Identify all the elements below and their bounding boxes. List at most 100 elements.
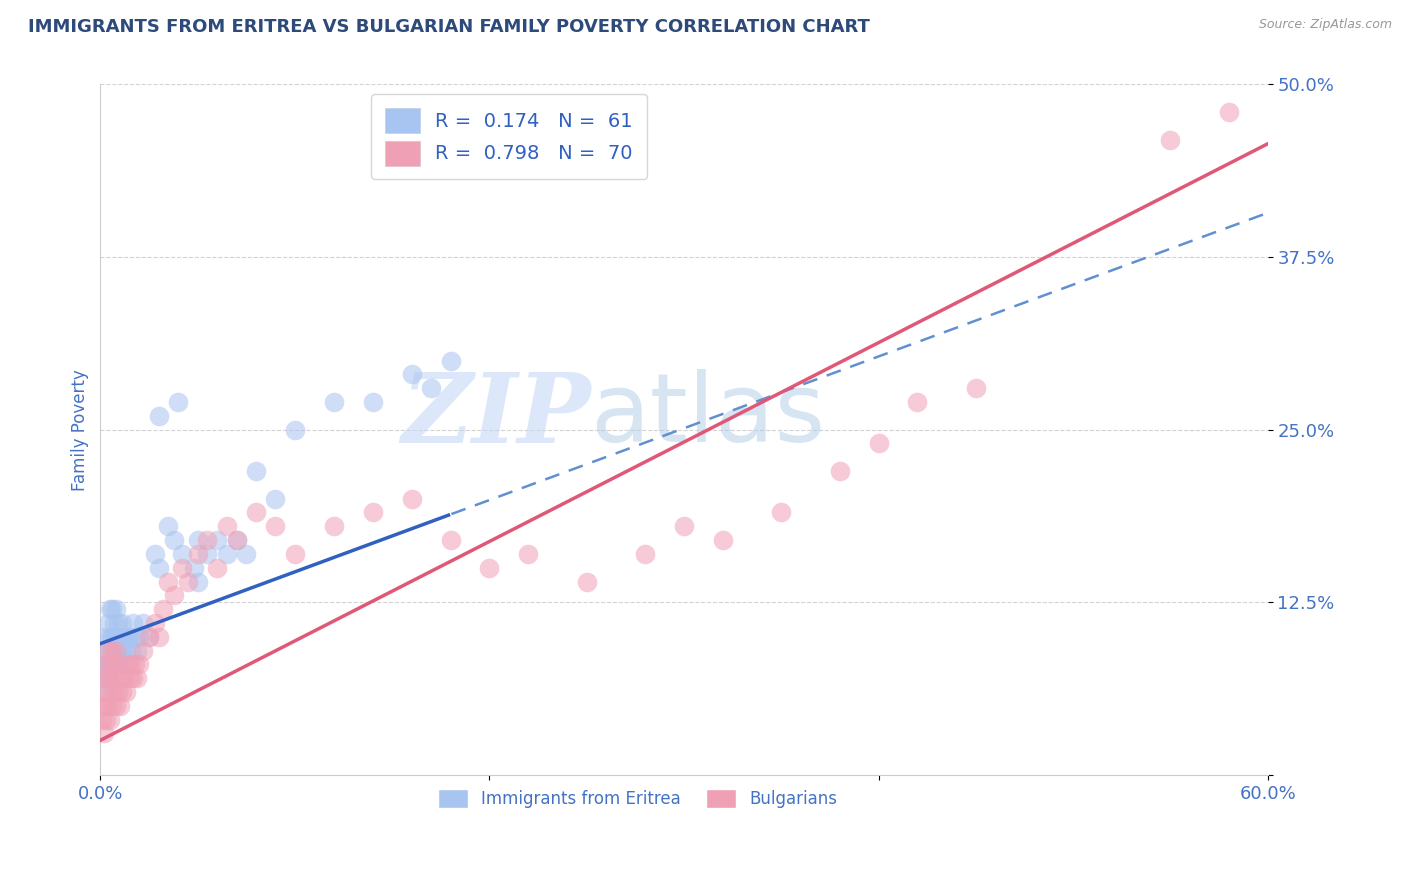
- Point: [111, 643, 134, 657]
- Point: [121, 657, 143, 672]
- Point: [104, 698, 127, 713]
- Point: [163, 533, 186, 547]
- Point: [187, 533, 209, 547]
- Point: [117, 630, 139, 644]
- Point: [1218, 105, 1240, 120]
- Point: [111, 685, 134, 699]
- Point: [101, 602, 124, 616]
- Y-axis label: Family Poverty: Family Poverty: [72, 368, 89, 491]
- Point: [322, 395, 344, 409]
- Point: [98, 630, 121, 644]
- Point: [828, 464, 851, 478]
- Point: [103, 643, 125, 657]
- Point: [284, 547, 307, 561]
- Point: [517, 547, 540, 561]
- Point: [157, 574, 180, 589]
- Point: [205, 533, 228, 547]
- Point: [177, 574, 200, 589]
- Point: [93, 698, 115, 713]
- Point: [111, 615, 134, 630]
- Point: [97, 671, 120, 685]
- Point: [143, 615, 166, 630]
- Point: [195, 533, 218, 547]
- Point: [711, 533, 734, 547]
- Point: [112, 657, 135, 672]
- Point: [117, 657, 139, 672]
- Point: [121, 643, 143, 657]
- Point: [401, 491, 423, 506]
- Point: [439, 353, 461, 368]
- Point: [183, 560, 205, 574]
- Point: [97, 698, 120, 713]
- Point: [439, 533, 461, 547]
- Point: [634, 547, 657, 561]
- Point: [93, 671, 115, 685]
- Point: [965, 381, 987, 395]
- Point: [107, 657, 129, 672]
- Point: [104, 602, 127, 616]
- Point: [187, 574, 209, 589]
- Point: [322, 519, 344, 533]
- Point: [118, 671, 141, 685]
- Point: [108, 657, 131, 672]
- Point: [112, 630, 135, 644]
- Point: [770, 506, 793, 520]
- Point: [104, 671, 127, 685]
- Point: [101, 657, 124, 672]
- Point: [148, 409, 170, 423]
- Point: [107, 643, 129, 657]
- Point: [114, 643, 136, 657]
- Point: [108, 698, 131, 713]
- Point: [264, 519, 287, 533]
- Point: [93, 671, 115, 685]
- Point: [108, 671, 131, 685]
- Point: [420, 381, 443, 395]
- Point: [128, 657, 150, 672]
- Point: [478, 560, 501, 574]
- Point: [98, 713, 121, 727]
- Point: [148, 630, 170, 644]
- Point: [93, 643, 115, 657]
- Point: [104, 657, 127, 672]
- Point: [98, 602, 121, 616]
- Point: [401, 368, 423, 382]
- Text: ZIP: ZIP: [401, 368, 591, 463]
- Point: [91, 698, 114, 713]
- Point: [98, 685, 121, 699]
- Point: [103, 685, 125, 699]
- Point: [101, 671, 124, 685]
- Point: [96, 657, 118, 672]
- Point: [97, 615, 120, 630]
- Point: [138, 630, 160, 644]
- Point: [215, 519, 238, 533]
- Point: [96, 685, 118, 699]
- Point: [91, 713, 114, 727]
- Point: [118, 630, 141, 644]
- Point: [112, 671, 135, 685]
- Point: [132, 615, 155, 630]
- Point: [170, 547, 193, 561]
- Point: [235, 547, 257, 561]
- Point: [907, 395, 929, 409]
- Point: [104, 643, 127, 657]
- Point: [97, 671, 120, 685]
- Point: [124, 657, 146, 672]
- Point: [103, 615, 125, 630]
- Point: [122, 671, 145, 685]
- Point: [148, 560, 170, 574]
- Point: [108, 630, 131, 644]
- Point: [101, 630, 124, 644]
- Point: [163, 588, 186, 602]
- Point: [127, 671, 149, 685]
- Legend: Immigrants from Eritrea, Bulgarians: Immigrants from Eritrea, Bulgarians: [432, 782, 844, 814]
- Point: [128, 630, 150, 644]
- Point: [225, 533, 247, 547]
- Point: [672, 519, 695, 533]
- Text: IMMIGRANTS FROM ERITREA VS BULGARIAN FAMILY POVERTY CORRELATION CHART: IMMIGRANTS FROM ERITREA VS BULGARIAN FAM…: [28, 18, 870, 36]
- Point: [215, 547, 238, 561]
- Point: [96, 713, 118, 727]
- Point: [132, 643, 155, 657]
- Point: [264, 491, 287, 506]
- Point: [96, 657, 118, 672]
- Point: [284, 423, 307, 437]
